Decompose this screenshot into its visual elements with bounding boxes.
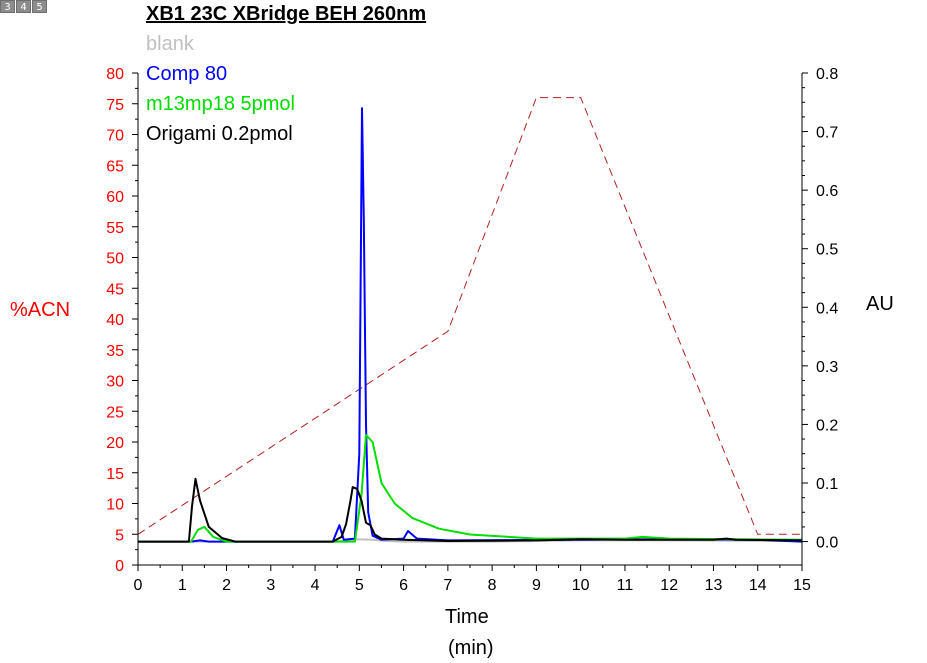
y-right-tick-label: 0.2	[816, 417, 838, 434]
y-left-tick-label: 5	[115, 527, 124, 544]
y-right-tick-label: 0.6	[816, 183, 838, 200]
y-right-tick-label: 0.4	[816, 300, 838, 317]
x-tick-label: 3	[266, 577, 275, 594]
y-left-tick-label: 40	[106, 312, 124, 329]
y-left-tick-label: 25	[106, 404, 124, 421]
y-right-tick-label: 0.8	[816, 66, 838, 83]
x-axis-title: Time	[445, 606, 489, 628]
x-tick-label: 2	[222, 577, 231, 594]
x-tick-label: 10	[572, 577, 590, 594]
y-left-tick-label: 35	[106, 343, 124, 360]
x-tick-label: 1	[178, 577, 187, 594]
legend-item-m13mp18: m13mp18 5pmol	[146, 93, 295, 115]
y-left-tick-label: 50	[106, 251, 124, 268]
y-left-axis-title: %ACN	[10, 299, 71, 321]
y-left-tick-label: 60	[106, 189, 124, 206]
y-right-tick-label: 0.5	[816, 242, 838, 259]
y-left-tick-label: 0	[115, 558, 124, 575]
y-left-tick-label: 20	[106, 435, 124, 452]
page-tab-4[interactable]: 4	[16, 0, 31, 13]
legend-item-origami: Origami 0.2pmol	[146, 123, 293, 145]
page-tabs: 3 4 5	[0, 0, 47, 13]
page-tab-5[interactable]: 5	[32, 0, 47, 13]
plot-lines	[137, 97, 803, 543]
x-tick-label: 4	[311, 577, 320, 594]
y-left-tick-label: 80	[106, 66, 124, 83]
chart-title: XB1 23C XBridge BEH 260nm	[146, 3, 427, 25]
axes: 0 1 2 3 4 5 6 7 8 9 10 11 12 13 14 15051015202530354045…	[106, 66, 838, 594]
x-tick-label: 6	[399, 577, 408, 594]
y-right-axis-title: AU	[866, 293, 894, 315]
y-left-tick-label: 65	[106, 158, 124, 175]
legend-item-comp-80: Comp 80	[146, 63, 228, 85]
y-right-tick-label: 0.1	[816, 476, 838, 493]
y-right-tick-label: 0.3	[816, 359, 838, 376]
x-tick-label: 5	[355, 577, 364, 594]
y-left-tick-label: 75	[106, 97, 124, 114]
y-left-tick-label: 30	[106, 374, 124, 391]
x-tick-label: 12	[660, 577, 678, 594]
y-left-tick-label: 15	[106, 466, 124, 483]
y-left-tick-label: 55	[106, 220, 124, 237]
x-tick-label: 9	[532, 577, 541, 594]
y-right-tick-label: 0.7	[816, 125, 838, 142]
gradient-acn-line	[137, 97, 802, 535]
x-tick-label: 7	[443, 577, 452, 594]
x-tick-label: 13	[705, 577, 723, 594]
y-left-tick-label: 70	[106, 128, 124, 145]
series-comp-80-line	[138, 107, 803, 543]
x-tick-label: 14	[749, 577, 767, 594]
y-right-tick-label: 0.0	[816, 535, 838, 552]
y-left-tick-label: 10	[106, 497, 124, 514]
x-tick-label: 11	[617, 577, 634, 594]
x-tick-label: 0	[134, 577, 143, 594]
x-tick-label: 8	[488, 577, 497, 594]
y-left-tick-label: 45	[106, 281, 124, 298]
series-m13mp18-line	[138, 434, 803, 543]
legend-item-blank: blank	[146, 33, 194, 55]
x-tick-label: 15	[793, 577, 811, 594]
page-tab-3[interactable]: 3	[0, 0, 15, 13]
series-origami-line	[138, 477, 803, 543]
x-axis-unit: (min)	[448, 637, 494, 659]
